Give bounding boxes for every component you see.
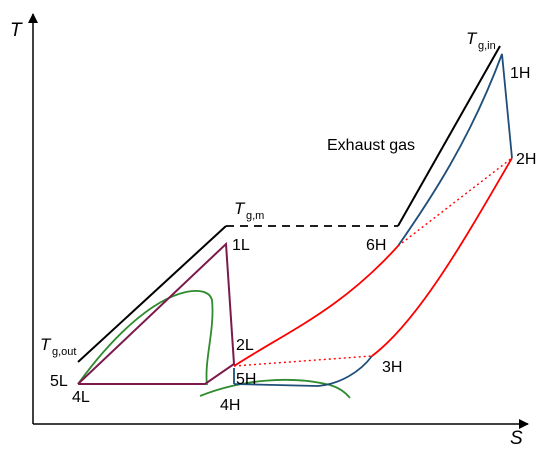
state-label-2h: 2H bbox=[516, 151, 536, 168]
svg-text:g,m: g,m bbox=[246, 210, 264, 222]
gas-line-high bbox=[397, 45, 501, 227]
svg-text:T: T bbox=[234, 199, 246, 218]
saturation-dome-high bbox=[199, 378, 351, 399]
state-label-6h: 6H bbox=[366, 237, 386, 254]
state-label-1l: 1L bbox=[232, 237, 250, 254]
state-label-5h: 5H bbox=[236, 371, 256, 388]
label-tg-out: T g,out bbox=[40, 335, 76, 358]
state-label-3h: 3H bbox=[382, 359, 402, 376]
saturation-dome-low bbox=[77, 289, 214, 386]
x-axis-label: S bbox=[510, 428, 523, 449]
high-cycle-red-cooling bbox=[371, 157, 513, 357]
svg-text:g,in: g,in bbox=[478, 40, 496, 52]
svg-text:g,out: g,out bbox=[52, 346, 76, 358]
high-cycle-blue-liquid bbox=[233, 355, 373, 387]
state-label-2l: 2L bbox=[236, 337, 254, 354]
gas-line-low bbox=[77, 225, 227, 363]
state-label-4l: 4L bbox=[72, 389, 90, 406]
label-tg-m: T g,m bbox=[234, 199, 264, 222]
state-label-1h: 1H bbox=[510, 65, 530, 82]
regenerator-line-hot bbox=[397, 157, 513, 247]
low-pressure-cycle bbox=[77, 241, 236, 385]
high-cycle-red-heating bbox=[233, 245, 399, 367]
high-cycle-blue-expansion bbox=[397, 53, 513, 247]
label-tg-in: T g,in bbox=[466, 29, 496, 52]
y-axis-label: T bbox=[10, 20, 23, 41]
svg-text:T: T bbox=[40, 335, 52, 354]
state-label-4h: 4H bbox=[220, 397, 240, 414]
state-label-5l: 5L bbox=[50, 373, 68, 390]
regenerator-line-cold bbox=[233, 355, 373, 367]
svg-text:T: T bbox=[466, 29, 478, 48]
label-exhaust-gas: Exhaust gas bbox=[327, 137, 415, 154]
